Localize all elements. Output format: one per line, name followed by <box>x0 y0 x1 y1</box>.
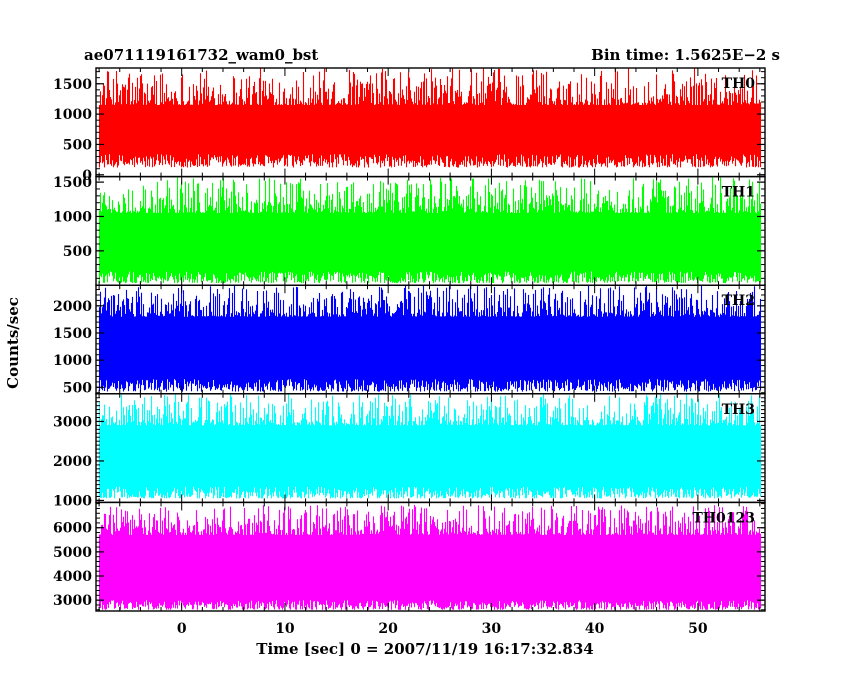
y-tick-label: 4000 <box>53 569 92 585</box>
x-tick-label: 10 <box>275 621 295 637</box>
y-tick-label: 500 <box>63 137 92 153</box>
y-tick-label: 2000 <box>53 454 92 470</box>
panel-th0: 0 500 1000 1500 TH0 <box>53 67 766 184</box>
panel-th2: 500 1000 1500 2000 TH2 <box>53 284 766 396</box>
panel-th0123: 3000 4000 5000 6000 TH0123 <box>53 501 766 612</box>
y-tick-label: 500 <box>63 380 92 396</box>
y-tick-label: 3000 <box>53 593 92 609</box>
panel-th1: 500 1000 1500 TH1 <box>53 175 766 286</box>
y-tick-label: 5000 <box>53 545 92 561</box>
y-tick-label: 1000 <box>53 493 92 509</box>
panel-th3: 1000 2000 3000 TH3 <box>53 393 766 509</box>
y-tick-label: 6000 <box>53 521 92 537</box>
series-th0123 <box>98 504 762 610</box>
y-tick-label: 0 <box>82 168 92 184</box>
x-tick-label: 50 <box>688 621 708 637</box>
x-axis-label: Time [sec] 0 = 2007/11/19 16:17:32.834 <box>256 640 593 658</box>
y-tick-label: 1000 <box>53 353 92 369</box>
y-tick-label: 1000 <box>53 107 92 123</box>
chart-title: ae071119161732_wam0_bst <box>84 46 318 64</box>
panel-label-th1: TH1 <box>722 185 755 201</box>
y-tick-label: 1500 <box>53 326 92 342</box>
y-tick-label: 500 <box>63 244 92 260</box>
panel-label-th2: TH2 <box>722 293 755 309</box>
x-tick-label: 40 <box>585 621 605 637</box>
y-axis-label: Counts/sec <box>4 297 22 389</box>
series-th3 <box>98 393 762 499</box>
y-tick-label: 1000 <box>53 209 92 225</box>
series-th0 <box>98 68 762 168</box>
panel-label-th0123: TH0123 <box>692 510 755 526</box>
x-tick-label: 30 <box>482 621 502 637</box>
series-th1 <box>98 177 762 284</box>
panel-label-th0: TH0 <box>722 76 756 92</box>
series-th2 <box>98 285 762 392</box>
y-tick-label: 3000 <box>53 414 92 430</box>
y-tick-label: 1500 <box>53 77 92 93</box>
x-tick-label: 20 <box>378 621 398 637</box>
y-tick-label: 2000 <box>53 299 92 315</box>
y-tick-label: 1500 <box>53 175 92 191</box>
x-tick-label: 0 <box>177 621 187 637</box>
panel-label-th3: TH3 <box>722 402 755 418</box>
bin-time-label: Bin time: 1.5625E−2 s <box>591 46 780 64</box>
